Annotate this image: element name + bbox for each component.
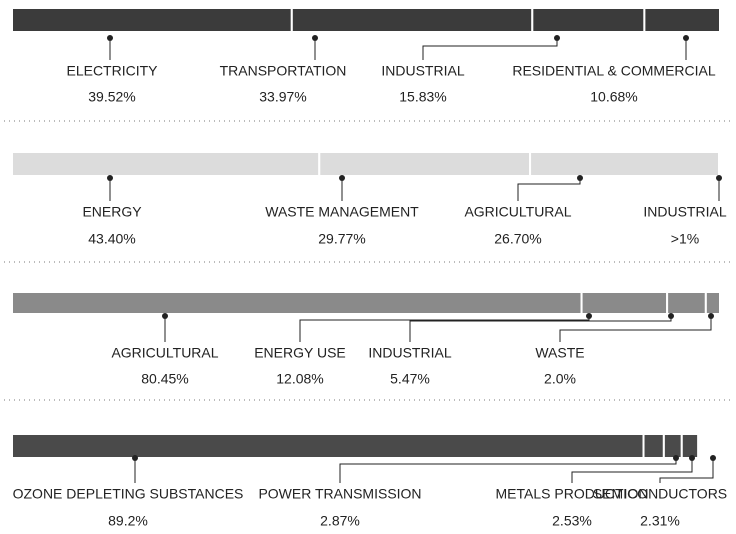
leader-dot [683, 35, 689, 41]
value-label: 80.45% [141, 371, 188, 387]
leader-line [422, 38, 558, 60]
leader-dot [132, 455, 138, 461]
bar-segment [642, 433, 665, 459]
value-label: 5.47% [390, 371, 430, 387]
category-label: INDUSTRIAL [368, 345, 451, 361]
leader-line [659, 458, 714, 483]
value-label: 10.68% [590, 89, 637, 105]
value-label: 89.2% [108, 513, 148, 529]
bar-segment [680, 433, 700, 459]
value-label: 2.53% [552, 513, 592, 529]
bar-segment [643, 7, 722, 33]
leader-dot [107, 35, 113, 41]
value-label: 12.08% [276, 371, 323, 387]
bar-segment [580, 291, 669, 315]
bar-segment [662, 433, 683, 459]
leader-dot [586, 313, 592, 319]
leader-dot [673, 455, 679, 461]
category-label: AGRICULTURAL [464, 204, 571, 220]
category-label: ELECTRICITY [66, 63, 158, 79]
bar-segment [718, 151, 721, 177]
leader-dot [716, 175, 722, 181]
leader-line [517, 178, 581, 201]
category-label: TRANSPORTATION [220, 63, 347, 79]
leader-dot [710, 455, 716, 461]
value-label: 2.31% [640, 513, 680, 529]
category-label: INDUSTRIAL [381, 63, 464, 79]
bar-segment [704, 291, 722, 315]
category-label: ENERGY USE [254, 345, 346, 361]
leader-dot [312, 35, 318, 41]
leader-line [559, 316, 712, 342]
bar-segment [529, 151, 721, 177]
category-label: OZONE DEPLETING SUBSTANCES [13, 486, 244, 502]
leader-dot [577, 175, 583, 181]
bar-segment [11, 433, 645, 459]
leader-dot [162, 313, 168, 319]
category-label: POWER TRANSMISSION [258, 486, 421, 502]
leader-dot [339, 175, 345, 181]
value-label: >1% [671, 231, 699, 247]
value-label: 15.83% [399, 89, 446, 105]
bar-segment [11, 7, 293, 33]
leader-dot [708, 313, 714, 319]
bar-segment [531, 7, 646, 33]
bar-segment [318, 151, 532, 177]
category-label: WASTE MANAGEMENT [265, 204, 419, 220]
category-label: INDUSTRIAL [643, 204, 726, 220]
bar-segment [290, 7, 534, 33]
category-label: WASTE [535, 345, 584, 361]
value-label: 39.52% [88, 89, 135, 105]
category-label: AGRICULTURAL [111, 345, 218, 361]
leader-dot [689, 455, 695, 461]
leader-line [571, 458, 693, 483]
value-label: 26.70% [494, 231, 541, 247]
category-label: ENERGY [82, 204, 142, 220]
leader-line [339, 458, 677, 483]
leader-dot [554, 35, 560, 41]
value-label: 33.97% [259, 89, 306, 105]
value-label: 43.40% [88, 231, 135, 247]
leader-dot [668, 313, 674, 319]
bar-segment [11, 151, 321, 177]
leader-dot [107, 175, 113, 181]
value-label: 29.77% [318, 231, 365, 247]
bar-segment [11, 291, 583, 315]
value-label: 2.87% [320, 513, 360, 529]
value-label: 2.0% [544, 371, 576, 387]
category-label: METALS PRODUCTION [496, 486, 649, 502]
bar-segment [666, 291, 707, 315]
category-label: RESIDENTIAL & COMMERCIAL [512, 63, 716, 79]
leader-line [299, 316, 590, 342]
category-label: SEMICONDUCTORS [593, 486, 727, 502]
